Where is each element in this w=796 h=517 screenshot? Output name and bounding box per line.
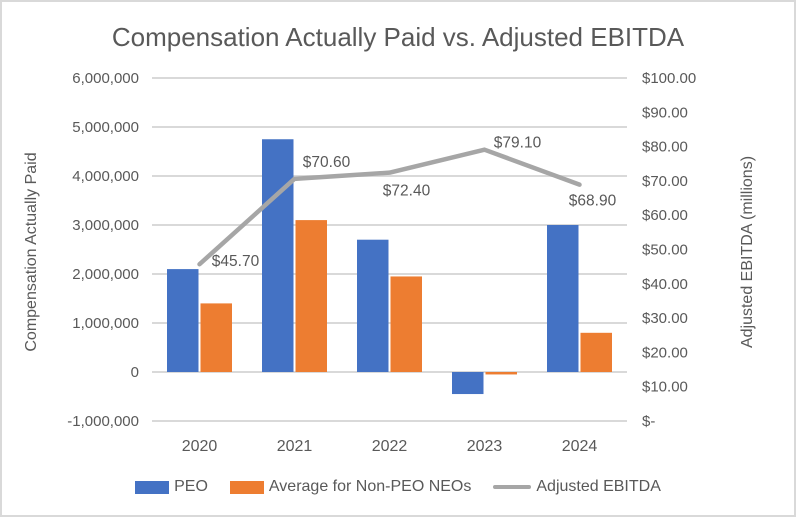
right-axis-tick-label: $90.00 (642, 104, 688, 121)
right-axis-tick-label: $- (642, 413, 655, 430)
right-axis-tick-label: $10.00 (642, 379, 688, 396)
right-axis-tick-label: $80.00 (642, 139, 688, 156)
bar-non-peo-2020 (200, 303, 232, 372)
legend-item-ebitda: Adjusted EBITDA (493, 478, 661, 496)
data-label-2020: $45.70 (212, 253, 260, 270)
bar-peo-2023 (452, 372, 484, 395)
right-axis-tick-label: $70.00 (642, 173, 688, 190)
bar-non-peo-2021 (295, 220, 327, 372)
non-peo-swatch-icon (229, 480, 264, 494)
data-label-2023: $79.10 (494, 135, 542, 152)
legend-item-non-peo: Average for Non-PEO NEOs (229, 478, 472, 496)
right-axis-tick-label: $40.00 (642, 276, 688, 293)
bar-non-peo-2023 (485, 372, 517, 375)
left-axis-tick-label: 1,000,000 (72, 315, 139, 332)
x-axis-tick-label: 2020 (182, 438, 218, 455)
right-axis-tick-label: $20.00 (642, 344, 688, 361)
x-axis-tick-label: 2023 (467, 438, 503, 455)
left-axis-tick-label: 0 (131, 364, 139, 381)
bar-peo-2020 (167, 269, 199, 372)
left-axis-tick-label: -1,000,000 (67, 413, 139, 430)
legend-label-peo: PEO (174, 478, 208, 495)
left-axis-tick-label: 2,000,000 (72, 266, 139, 283)
bar-peo-2024 (547, 225, 579, 372)
legend: PEO Average for Non-PEO NEOs Adjusted EB… (2, 478, 794, 496)
right-axis-tick-label: $50.00 (642, 242, 688, 259)
left-axis-tick-label: 4,000,000 (72, 168, 139, 185)
data-label-2022: $72.40 (383, 183, 431, 200)
bar-peo-2021 (262, 139, 294, 372)
peo-swatch-icon (135, 480, 170, 494)
left-axis-tick-label: 5,000,000 (72, 119, 139, 136)
left-axis-tick-label: 6,000,000 (72, 70, 139, 87)
ebitda-line-swatch-icon (493, 485, 532, 489)
right-axis-tick-label: $60.00 (642, 207, 688, 224)
chart-title: Compensation Actually Paid vs. Adjusted … (111, 22, 685, 52)
legend-label-non-peo: Average for Non-PEO NEOs (268, 478, 472, 495)
left-axis-title: Compensation Actually Paid (23, 152, 40, 352)
right-axis-tick-label: $100.00 (642, 70, 696, 87)
legend-item-peo: PEO (135, 478, 208, 496)
bar-peo-2022 (357, 239, 389, 372)
data-label-2024: $68.90 (569, 193, 617, 210)
adjusted-ebitda-line (197, 147, 582, 267)
data-label-2021: $70.60 (303, 154, 351, 171)
bar-non-peo-2022 (390, 276, 422, 372)
x-axis-tick-label: 2022 (372, 438, 408, 455)
right-axis-tick-label: $30.00 (642, 310, 688, 327)
bar-non-peo-2024 (580, 332, 612, 372)
right-axis-title: Adjusted EBITDA (millions) (739, 155, 756, 349)
legend-label-ebitda: Adjusted EBITDA (536, 478, 661, 495)
x-axis-tick-label: 2024 (562, 438, 598, 455)
left-axis-tick-label: 3,000,000 (72, 217, 139, 234)
x-axis-tick-label: 2021 (277, 438, 313, 455)
